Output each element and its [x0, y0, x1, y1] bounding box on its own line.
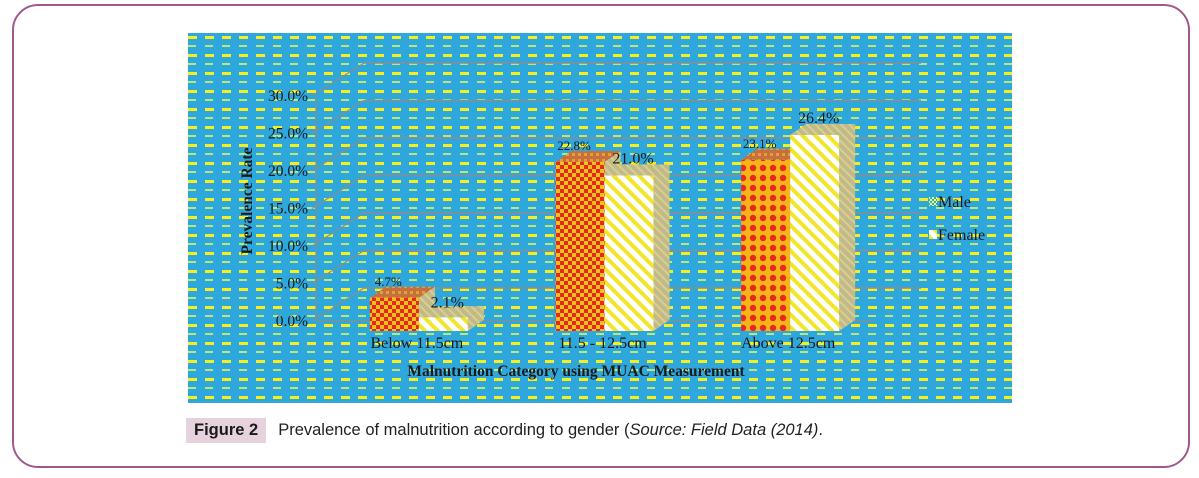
y-tick-label: 15.0% [268, 201, 308, 218]
y-tick-label: 20.0% [268, 163, 308, 180]
y-axis-title: Prevalence Rate [239, 147, 256, 254]
data-label: 23.1% [743, 136, 777, 151]
bar-side-female [467, 306, 484, 331]
legend-swatch-male [929, 197, 937, 206]
background-stripe [188, 135, 1012, 137]
gridline-side [311, 99, 365, 135]
background-stripe [188, 54, 1012, 57]
background-stripe [188, 90, 1012, 93]
background-stripe [188, 342, 1012, 345]
bar-chart: 0.0% 5.0% 10.0% 15.0% 20.0% 25.0% 30.0% 4.7% 2.1… [239, 62, 985, 380]
bar-top-male [741, 148, 807, 160]
x-tick-label: Below 11.5cm [370, 335, 463, 352]
bar-side-female [839, 124, 856, 331]
figure-caption: Figure 2 Prevalence of malnutrition acco… [186, 416, 823, 444]
y-tick-label: 30.0% [268, 88, 308, 105]
gridline-side [311, 174, 365, 210]
bar-top-female [604, 164, 670, 176]
legend-swatch-female [929, 230, 937, 239]
caption-main: Prevalence of malnutrition according to … [278, 420, 630, 439]
background-stripe [188, 45, 1012, 47]
x-axis-title: Malnutrition Category using MUAC Measure… [407, 363, 745, 380]
figure-label: Figure 2 [186, 417, 267, 443]
background-stripe [188, 351, 1012, 353]
bar-male [741, 159, 791, 331]
data-label: 21.0% [612, 151, 653, 168]
bar-top-male [369, 286, 435, 298]
gridline-side [311, 62, 365, 97]
caption-end: . [818, 420, 823, 439]
background-stripe [188, 387, 1012, 389]
bar-top-female [790, 124, 856, 135]
bar-top-female [418, 306, 484, 318]
y-tick-label: 25.0% [268, 126, 308, 143]
data-label: 22.8% [557, 138, 591, 153]
bar-male [555, 162, 605, 331]
x-tick-label: 11.5 - 12.5cm [558, 335, 647, 352]
figure-frame [12, 4, 1190, 468]
gridline-side [311, 212, 365, 247]
background-stripe [188, 117, 1012, 119]
data-label: 2.1% [431, 294, 464, 311]
background-stripe [188, 144, 1012, 147]
bar-top-male [555, 151, 621, 162]
y-tick-label: 5.0% [276, 276, 308, 293]
background-stripe [188, 378, 1012, 381]
bar-male [369, 297, 419, 331]
background-stripe [188, 36, 1012, 39]
bar-female [604, 175, 654, 331]
gridline-side [311, 137, 365, 172]
bar-female [790, 135, 840, 331]
bar-side-female [653, 164, 670, 331]
background-stripe [188, 396, 1012, 399]
caption-source: Source: Field Data (2014) [629, 420, 819, 439]
legend-label-female: Female [938, 227, 985, 244]
bar-female [418, 317, 468, 331]
data-label: 4.7% [375, 274, 402, 289]
legend-label-male: Male [938, 194, 971, 211]
gridline-side [311, 249, 365, 285]
background-stripe [188, 108, 1012, 111]
y-tick-label: 0.0% [276, 313, 308, 330]
background-stripe [188, 333, 1012, 335]
background-stripe [188, 81, 1012, 83]
background-stripe [188, 63, 1012, 65]
chart-area: 0.0% 5.0% 10.0% 15.0% 20.0% 25.0% 30.0% 4.7% 2.1… [188, 33, 1012, 403]
background-stripe [188, 369, 1012, 371]
background-stripe [188, 126, 1012, 129]
data-label: 26.4% [798, 110, 839, 127]
gridline-side [311, 287, 365, 322]
background-stripe [188, 72, 1012, 75]
x-tick-label: Above 12.5cm [741, 335, 836, 352]
y-tick-label: 10.0% [268, 238, 308, 255]
background-stripe [188, 360, 1012, 363]
caption-text: Prevalence of malnutrition according to … [278, 421, 823, 440]
